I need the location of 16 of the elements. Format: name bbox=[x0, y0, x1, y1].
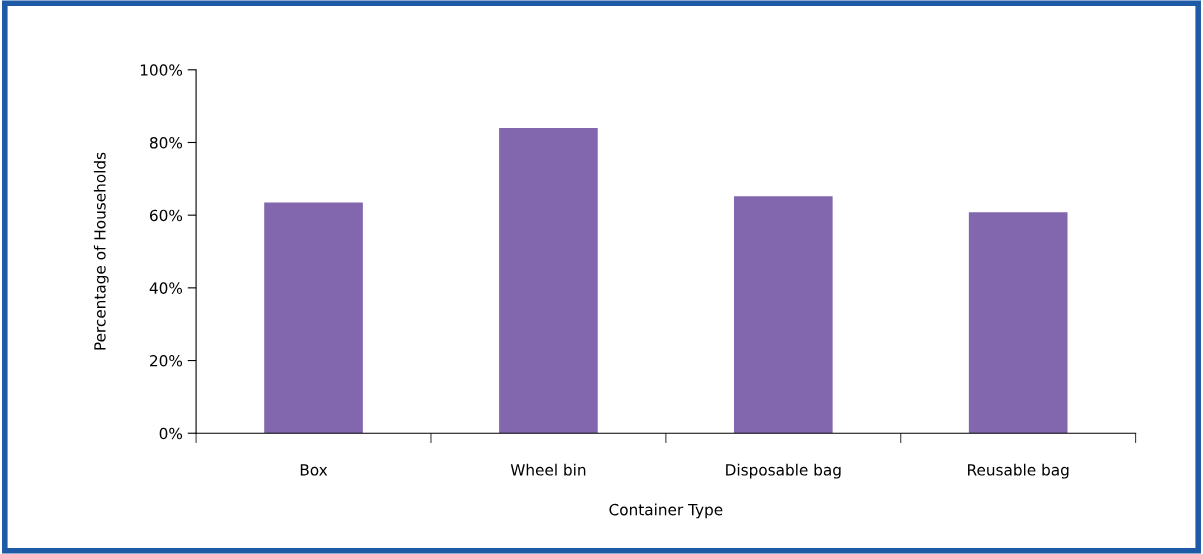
bar bbox=[499, 127, 598, 434]
y-tick-label: 100% bbox=[140, 64, 183, 76]
y-tick-label: 0% bbox=[159, 427, 183, 440]
bar bbox=[968, 212, 1068, 434]
y-tick-label: 80% bbox=[149, 136, 183, 149]
x-tick-label: Disposable bag bbox=[726, 463, 841, 479]
y-tick-label: 60% bbox=[150, 209, 183, 222]
x-tick-label: Reusable bag bbox=[968, 463, 1069, 479]
x-tick-label: Box bbox=[300, 464, 328, 476]
y-tick-label: 20% bbox=[150, 355, 183, 367]
bar bbox=[264, 202, 363, 434]
bar bbox=[733, 196, 833, 434]
y-tick-label: 40% bbox=[149, 282, 183, 294]
x-tick-label: Wheel bin bbox=[510, 463, 586, 476]
y-axis-title: Percentage of Households bbox=[93, 152, 109, 350]
x-axis-title: Container Type bbox=[609, 503, 723, 519]
